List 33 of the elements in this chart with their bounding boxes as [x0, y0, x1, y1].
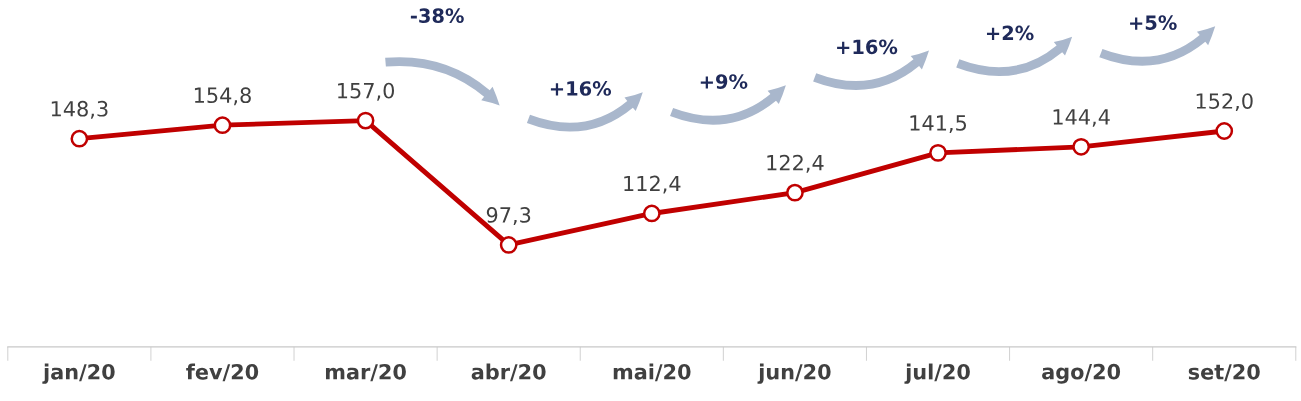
point — [1215, 122, 1234, 140]
data-label: 152,0 — [1196, 93, 1253, 112]
x-tick-label: jul/20 — [904, 363, 970, 384]
point — [356, 111, 375, 130]
point — [213, 116, 232, 135]
data-label: 144,4 — [1053, 109, 1110, 127]
point — [642, 204, 661, 223]
text: -38% — [410, 8, 464, 23]
data-label: 112,4 — [624, 175, 681, 194]
data-label: 157,0 — [338, 82, 395, 101]
point — [929, 143, 947, 162]
x-tick-label: mar/20 — [325, 363, 406, 382]
point — [70, 129, 89, 148]
x-tick-label: ago/20 — [1042, 363, 1121, 384]
x-tick-label: mai/20 — [613, 363, 691, 382]
text: +9% — [700, 74, 748, 89]
x-tick-label: set/20 — [1188, 363, 1260, 382]
point — [786, 183, 804, 202]
x-tick-label: jan/20 — [42, 363, 115, 384]
point — [1072, 137, 1091, 156]
x-tick-label: jun/20 — [757, 363, 831, 384]
data-label: 154,8 — [194, 87, 251, 106]
text: +5% — [1130, 15, 1177, 30]
text: +16% — [837, 39, 898, 55]
text: +16% — [550, 81, 612, 96]
x-tick-label: abr/20 — [471, 363, 546, 382]
data-label: 148,3 — [51, 100, 108, 119]
data-label: 97,3 — [486, 207, 531, 225]
data-label: 141,5 — [910, 115, 967, 133]
data-label: 122,4 — [767, 154, 824, 173]
text: +2% — [986, 25, 1034, 41]
point — [499, 236, 518, 254]
x-tick-label: fev/20 — [186, 363, 259, 382]
